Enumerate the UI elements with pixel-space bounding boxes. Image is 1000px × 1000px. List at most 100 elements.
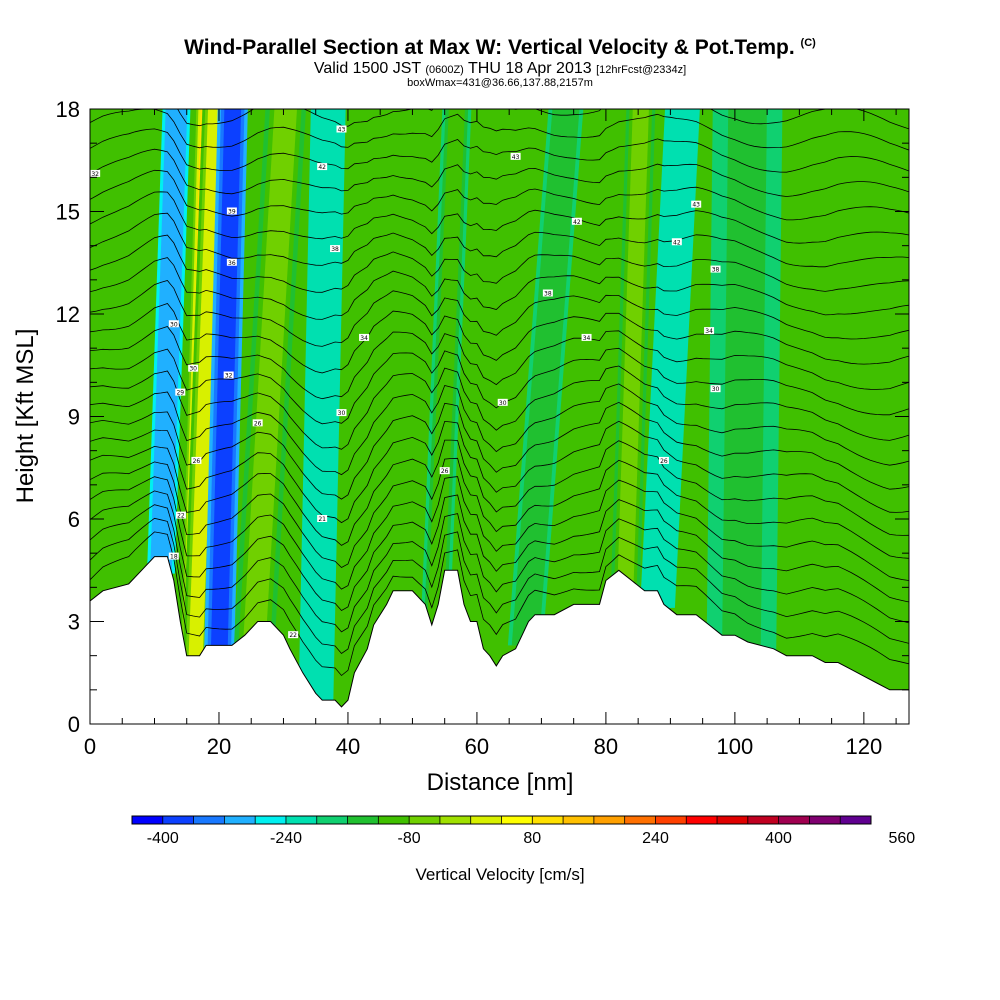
copyright-mark: (C) [800, 37, 816, 49]
contour-label: 43 [691, 200, 702, 209]
colorbar-swatch [162, 816, 194, 824]
contour-label-text: 30 [170, 321, 178, 328]
colorbar-swatch [532, 816, 564, 824]
contour-label: 36 [226, 258, 237, 267]
theta-contour [90, 191, 909, 244]
x-axis: 0 20 40 60 80 100 120 [84, 109, 897, 759]
colorbar-swatch [378, 816, 410, 824]
contour-label: 42 [317, 163, 328, 171]
theta-contour [90, 326, 909, 400]
contour-label-text: 30 [338, 410, 346, 417]
contour-label: 26 [658, 456, 669, 465]
contour-label-text: 26 [254, 420, 262, 427]
valid-utc: (0600Z) [425, 64, 464, 76]
theta-contour [90, 109, 909, 151]
theta-contour [90, 40, 909, 85]
valid-time: Valid 1500 JST [313, 60, 421, 77]
colorbar-label: 240 [642, 830, 669, 847]
y-tick-label: 18 [56, 97, 80, 122]
contour-label-bg [359, 333, 370, 341]
contour-label: 30 [336, 409, 347, 417]
contour-label: 34 [704, 327, 715, 335]
contour-label-bg [188, 364, 199, 372]
colorbar-swatch [347, 816, 379, 824]
contour-label-bg [691, 200, 702, 208]
x-tick-label: 20 [207, 734, 231, 759]
colorbar-swatch [840, 816, 872, 824]
colorbar-swatch [563, 816, 595, 824]
colorbar-label: -400 [147, 830, 179, 847]
theta-contour [90, 257, 909, 320]
x-tick-label: 40 [336, 734, 360, 759]
w-band [188, 109, 223, 673]
contour-label-bg [710, 385, 721, 393]
contour-label-text: 32 [225, 373, 233, 380]
colorbar-label: 560 [888, 830, 915, 847]
velocity-bands [147, 109, 783, 711]
x-tick-label: 100 [717, 734, 754, 759]
colorbar-swatch [747, 816, 779, 824]
contour-label-text: 34 [360, 335, 368, 342]
theta-contour [177, 109, 909, 130]
contour-label-bg [510, 152, 521, 160]
colorbar-swatch [655, 816, 687, 824]
theta-contour [90, 64, 909, 107]
w-band [515, 109, 576, 646]
y-axis-title: Height [Kft MSL] [12, 329, 39, 504]
theta-contour [90, 303, 909, 374]
theta-contour [90, 212, 909, 268]
contour-label-bg [226, 207, 237, 215]
contour-label-text: 22 [177, 513, 185, 520]
theta-contour [90, 504, 909, 633]
theta-contour [90, 148, 909, 197]
w-band [647, 109, 693, 608]
colorbar-swatch [224, 816, 256, 824]
contour-label-text: 26 [441, 468, 449, 475]
contour-label-bg [90, 169, 101, 177]
colorbar-swatch [439, 816, 472, 824]
contour-label: 22 [288, 631, 299, 639]
colorbar-label: 400 [765, 830, 792, 847]
box-info: boxWmax=431@36.66,137.88,2157m [407, 77, 593, 89]
contour-label-bg [168, 552, 179, 560]
contour-label-text: 34 [705, 328, 713, 335]
y-tick-label: 9 [68, 405, 80, 430]
colorbar-swatch [409, 816, 441, 824]
contour-label-text: 42 [318, 164, 326, 171]
theta-contour [90, 234, 909, 293]
contour-label-text: 26 [660, 458, 668, 465]
theta-contour [90, 420, 909, 524]
contour-label: 38 [330, 245, 341, 253]
colorbar-label: -80 [398, 830, 421, 847]
y-tick-label: 0 [68, 712, 80, 737]
contour-label-text: 29 [176, 390, 184, 397]
colorbar-swatch [316, 816, 348, 824]
contour-label-bg [223, 371, 234, 379]
plot-area: 32 30 29 30 26 22 18 39 36 32 26 43 42 38 34 30 21 22 43 42… [90, 40, 909, 724]
w-band [426, 109, 465, 632]
colorbar-swatch [593, 816, 625, 824]
x-tick-label: 120 [845, 734, 882, 759]
contour-label-text: 42 [573, 219, 581, 226]
colorbar-swatch [255, 816, 287, 824]
colorbar-swatch [624, 816, 656, 824]
contour-label: 42 [571, 217, 582, 226]
forecast-info: [12hrFcst@2334z] [596, 64, 687, 76]
w-band [153, 109, 185, 574]
contour-label-text: 18 [170, 554, 178, 561]
contour-label-text: 30 [499, 400, 507, 407]
contour-label: 30 [188, 364, 199, 373]
contour-label-bg [542, 289, 553, 297]
contour-label-text: 22 [289, 632, 297, 639]
contour-label-text: 36 [228, 260, 236, 267]
theta-contour [90, 280, 909, 347]
contour-label: 21 [317, 515, 328, 523]
contour-label-text: 30 [712, 386, 720, 393]
colorbar-label: 80 [523, 830, 541, 847]
chart-title-text: Wind-Parallel Section at Max W: Vertical… [184, 36, 795, 59]
contour-label-text: 43 [692, 202, 700, 209]
contour-label-bg [252, 419, 263, 427]
w-band [210, 109, 242, 663]
contour-label-bg [704, 327, 715, 335]
y-tick-label: 15 [56, 200, 80, 225]
